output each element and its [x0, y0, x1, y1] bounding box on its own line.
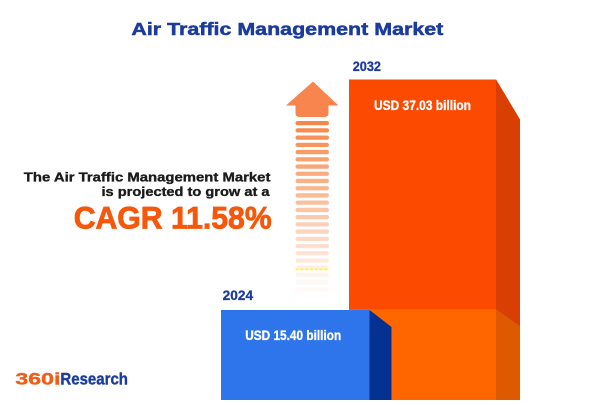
- svg-text:is projected to grow at a: is projected to grow at a: [102, 184, 271, 199]
- svg-text:360iResearch: 360iResearch: [15, 371, 128, 389]
- svg-text:USD 37.03 billion: USD 37.03 billion: [374, 98, 471, 113]
- svg-text:2024: 2024: [223, 288, 254, 303]
- svg-text:USD 15.40 billion: USD 15.40 billion: [245, 328, 341, 343]
- svg-text:The Air Traffic Management Mar: The Air Traffic Management Market: [24, 170, 271, 185]
- svg-text:Air Traffic Management Market: Air Traffic Management Market: [131, 19, 443, 39]
- svg-text:2032: 2032: [353, 59, 382, 74]
- svg-text:CAGR 11.58%: CAGR 11.58%: [74, 200, 272, 236]
